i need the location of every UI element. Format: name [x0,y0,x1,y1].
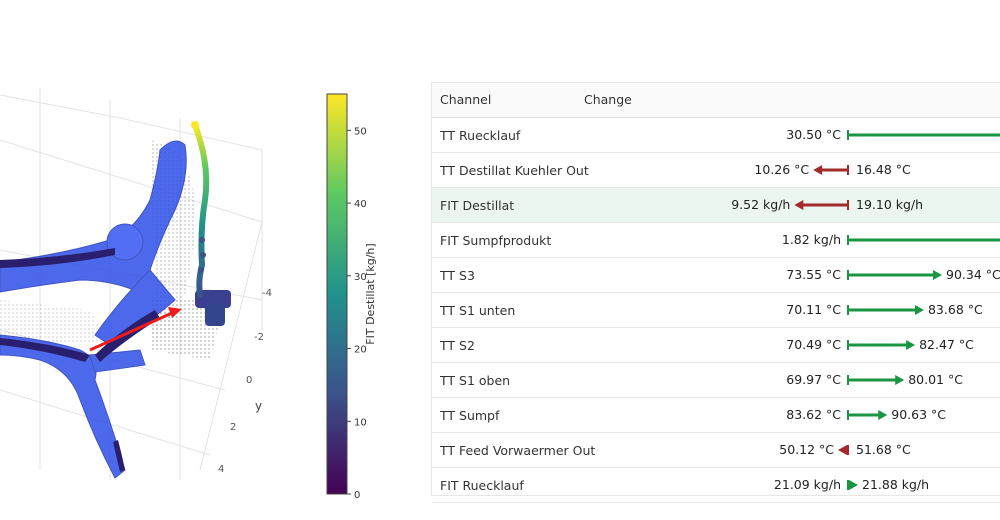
channel-name: FIT Sumpfprodukt [440,233,552,248]
colorbar-tick-label-2: 20 [354,345,367,356]
to-value: 21.88 kg/h [862,477,929,492]
arrow-head [849,480,858,490]
colorbar-tick-label-1: 10 [354,417,367,428]
arrow-head [914,305,924,315]
change-arrow-cell: 21.09 kg/h 21.88 kg/h [774,477,929,492]
channel-name: TT Sumpf [440,408,500,423]
to-value: 9.52 kg/h [731,197,790,212]
from-value: 16.48 °C [856,162,911,177]
from-value: 1.82 kg/h [782,232,841,247]
arrow-head [933,270,943,280]
y-axis-tick-label-3: 2 [230,422,236,433]
to-value: 90.34 °C [946,267,1000,282]
to-value: 10.26 °C [754,162,809,177]
colorbar-gradient [326,93,348,495]
to-value: 82.47 °C [919,337,974,352]
arrow-head [906,340,916,350]
channel-name: TT Feed Vorwaermer Out [440,443,596,458]
change-arrow-cell: 70.11 °C 83.68 °C [786,302,983,317]
arrow-head [895,375,905,385]
from-value: 83.62 °C [786,407,841,422]
y-axis-tick-label-2: 0 [246,375,252,386]
channel-name: TT S1 oben [440,373,511,388]
table-row[interactable]: TT S3 73.55 °C 90.34 °C [432,258,1000,293]
change-arrow-cell: 69.97 °C 80.01 °C [786,372,963,387]
change-arrow-cell: 70.49 °C 82.47 °C [786,337,974,352]
change-arrow-cell: 51.68 °C 50.12 °C [779,442,911,457]
table-row[interactable]: TT Ruecklauf 30.50 °C [432,118,1000,153]
from-value: 19.10 kg/h [856,197,923,212]
trail-points [198,237,206,273]
table-row[interactable]: FIT Ruecklauf 21.09 kg/h 21.88 kg/h [432,468,1000,503]
from-value: 30.50 °C [786,127,841,142]
column-header-channel: Channel [440,92,492,107]
channel-name: TT S1 unten [440,303,516,318]
to-value: 83.68 °C [928,302,983,317]
table-row[interactable]: TT S2 70.49 °C 82.47 °C [432,328,1000,363]
colorbar-tick-label-4: 40 [354,199,367,210]
table-row[interactable]: TT S1 oben 69.97 °C 80.01 °C [432,363,1000,398]
to-value: 90.63 °C [891,407,946,422]
y-axis-label: y [255,399,262,413]
from-value: 70.49 °C [786,337,841,352]
channel-name: TT Ruecklauf [440,128,521,143]
from-value: 73.55 °C [786,267,841,282]
table-row[interactable]: FIT Destillat 19.10 kg/h 9.52 kg/h [432,188,1000,223]
colorbar: 0 10 20 30 40 50 FIT Destillat [kg/h] [326,93,377,501]
change-arrow-cell: 73.55 °C 90.34 °C [786,267,1000,282]
colorbar-tick-label-5: 50 [354,126,367,137]
trail-end-point [191,121,199,129]
channel-name: FIT Ruecklauf [440,478,524,493]
y-axis-tick-label-4: 4 [218,464,224,475]
y-axis-ticks: -4 -2 0 2 4 [218,288,272,475]
from-value: 21.09 kg/h [774,477,841,492]
colorbar-title: FIT Destillat [kg/h] [364,243,377,344]
table-row[interactable]: TT Destillat Kuehler Out 16.48 °C 10.26 °C [432,153,1000,188]
table-row[interactable]: FIT Sumpfprodukt 1.82 kg/h31.28 kg/h [432,223,1000,258]
arrow-head [838,445,847,455]
y-axis-tick-label-0: -4 [262,288,272,299]
to-value: 50.12 °C [779,442,834,457]
change-arrow-cell: 16.48 °C 10.26 °C [754,162,911,177]
from-value: 69.97 °C [786,372,841,387]
change-arrow-cell: 83.62 °C 90.63 °C [786,407,946,422]
trajectory-3d-plot[interactable]: y -4 -2 0 2 4 [0,0,330,520]
arrow-head [794,200,804,210]
y-axis-tick-label-1: -2 [254,332,264,343]
channel-name: TT Destillat Kuehler Out [440,163,589,178]
from-value: 70.11 °C [786,302,841,317]
channel-name: TT S3 [440,268,475,283]
from-value: 51.68 °C [856,442,911,457]
change-arrow-cell: 19.10 kg/h 9.52 kg/h [731,197,923,212]
dark-trail [0,248,231,472]
arrow-head [813,165,823,175]
column-header-change: Change [584,92,632,107]
colored-trail [192,122,210,298]
to-value: 80.01 °C [908,372,963,387]
change-arrow [89,307,182,352]
table-header: Channel Change [432,83,1000,118]
change-table: Channel Change TT Ruecklauf 30.50 °C TT De… [431,82,1000,503]
colorbar-tick-label-0: 0 [354,490,360,501]
table-row[interactable]: TT Feed Vorwaermer Out 51.68 °C 50.12 °C [432,433,1000,468]
channel-name: FIT Destillat [440,198,515,213]
change-arrow-cell: 1.82 kg/h31.28 kg/h [782,232,1000,247]
colorbar-ticks: 0 10 20 30 40 50 [347,126,367,501]
arrow-head [878,410,888,420]
colorbar-tick-label-3: 30 [354,272,367,283]
channel-name: TT S2 [440,338,475,353]
change-arrow-cell: 30.50 °C [786,127,1000,142]
table-row[interactable]: TT S1 unten 70.11 °C 83.68 °C [432,293,1000,328]
table-row[interactable]: TT Sumpf 83.62 °C 90.63 °C [432,398,1000,433]
